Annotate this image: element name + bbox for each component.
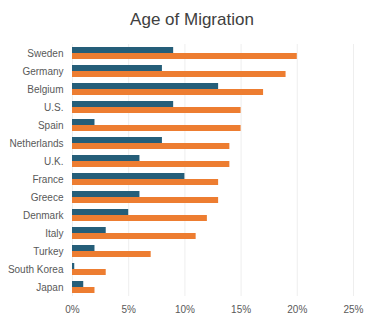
svg-text:20%: 20% — [287, 304, 307, 315]
svg-text:U.S.: U.S. — [44, 102, 63, 113]
svg-text:U.K.: U.K. — [44, 156, 63, 167]
svg-text:15%: 15% — [231, 304, 251, 315]
svg-text:5%: 5% — [121, 304, 136, 315]
html-text:Age of Migration: Age of Migration — [130, 10, 254, 29]
svg-text:France: France — [32, 174, 64, 185]
svg-text:Spain: Spain — [38, 120, 64, 131]
svg-text:Greece: Greece — [31, 192, 64, 203]
svg-text:Sweden: Sweden — [27, 48, 63, 59]
svg-text:Netherlands: Netherlands — [10, 138, 64, 149]
svg-text:Italy: Italy — [45, 228, 63, 239]
svg-text:0%: 0% — [65, 304, 80, 315]
svg-text:South Korea: South Korea — [8, 264, 64, 275]
svg-text:Belgium: Belgium — [27, 84, 63, 95]
svg-text:Japan: Japan — [36, 282, 63, 293]
svg-text:Germany: Germany — [22, 66, 63, 77]
svg-text:Denmark: Denmark — [23, 210, 65, 221]
svg-text:10%: 10% — [175, 304, 195, 315]
svg-text:25%: 25% — [343, 304, 363, 315]
svg-text:Turkey: Turkey — [33, 246, 63, 257]
